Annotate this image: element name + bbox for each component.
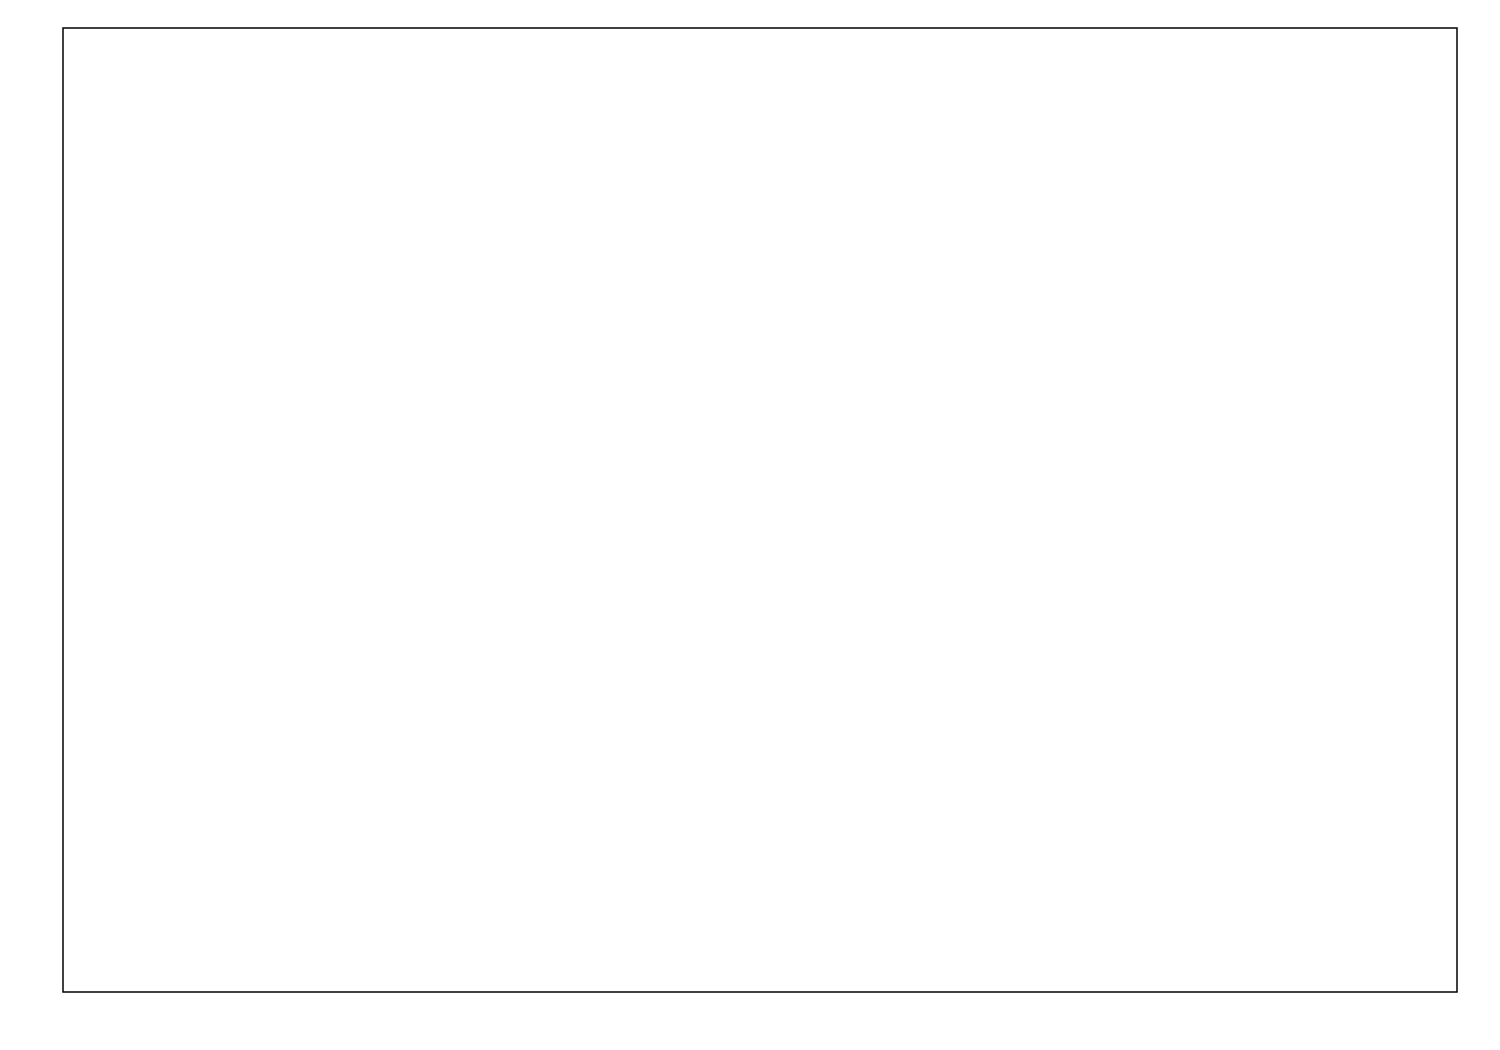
- plot-frame: [62, 27, 1458, 993]
